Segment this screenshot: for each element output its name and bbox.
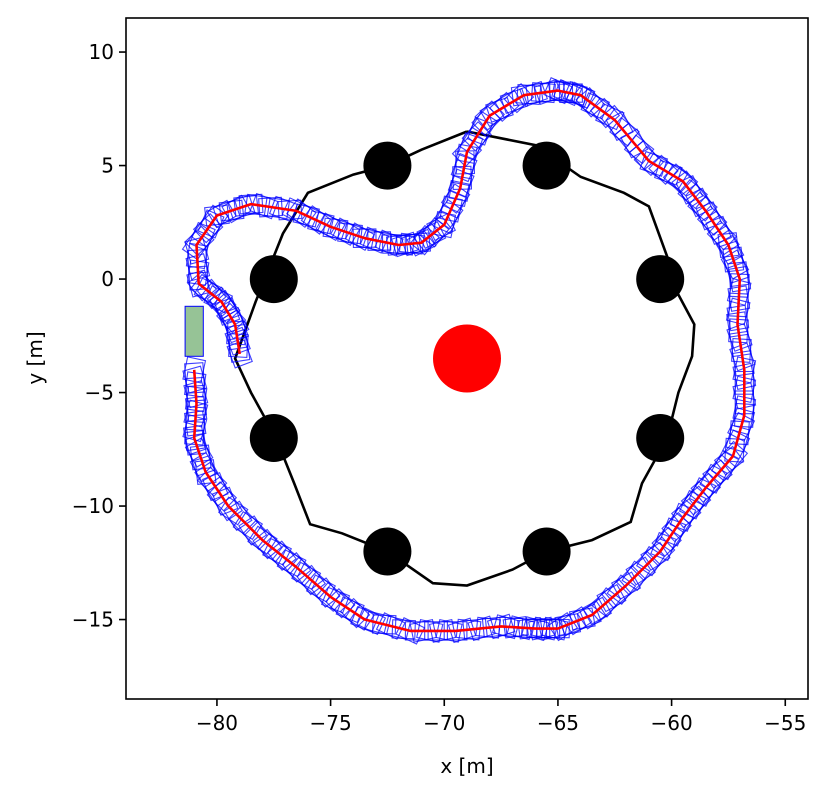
x-tick-label: −75	[309, 711, 351, 735]
vehicle-footprint	[277, 199, 303, 221]
obstacle-marker	[522, 141, 571, 190]
x-axis-label: x [m]	[440, 754, 493, 778]
obstacle-marker	[249, 414, 298, 462]
obstacle-marker	[363, 527, 412, 576]
vehicle-footprint	[182, 356, 207, 384]
y-axis-label: y [m]	[23, 331, 47, 384]
y-tick-label: −5	[85, 381, 114, 405]
x-tick-label: −65	[537, 711, 579, 735]
x-tick-label: −70	[423, 711, 465, 735]
center-marker	[433, 324, 501, 393]
vehicle-footprint	[640, 541, 671, 571]
vehicle-footprint	[726, 304, 750, 332]
x-tick-label: −60	[650, 711, 692, 735]
trajectory-path	[192, 89, 746, 633]
vehicle-footprint	[187, 270, 218, 302]
y-tick-label: 10	[89, 40, 114, 64]
obstacle-marker	[636, 255, 685, 304]
axis-ticks: −80 −75 −70 −65 −60 −55 10 5 0 −5 −10 −15	[72, 40, 807, 735]
y-tick-label: 0	[101, 267, 114, 291]
vehicle-footprint	[268, 195, 298, 223]
y-tick-label: 5	[101, 154, 114, 178]
vehicle-footprint	[223, 500, 253, 531]
obstacle-marker	[249, 255, 298, 304]
y-tick-label: −15	[72, 608, 114, 632]
vehicle-footprint	[238, 515, 268, 546]
x-tick-label: −80	[196, 711, 238, 735]
start-pose-marker	[184, 305, 204, 357]
obstacle-marker	[522, 527, 571, 576]
obstacle-marker	[636, 414, 685, 462]
plot-frame	[125, 17, 809, 700]
obstacle-marker	[363, 141, 412, 190]
y-tick-label: −10	[72, 494, 114, 518]
plot-area	[181, 77, 757, 645]
x-tick-label: −55	[764, 711, 806, 735]
vehicle-footprint	[725, 297, 751, 326]
vehicle-footprint	[184, 395, 208, 422]
vehicle-footprint	[218, 496, 249, 526]
